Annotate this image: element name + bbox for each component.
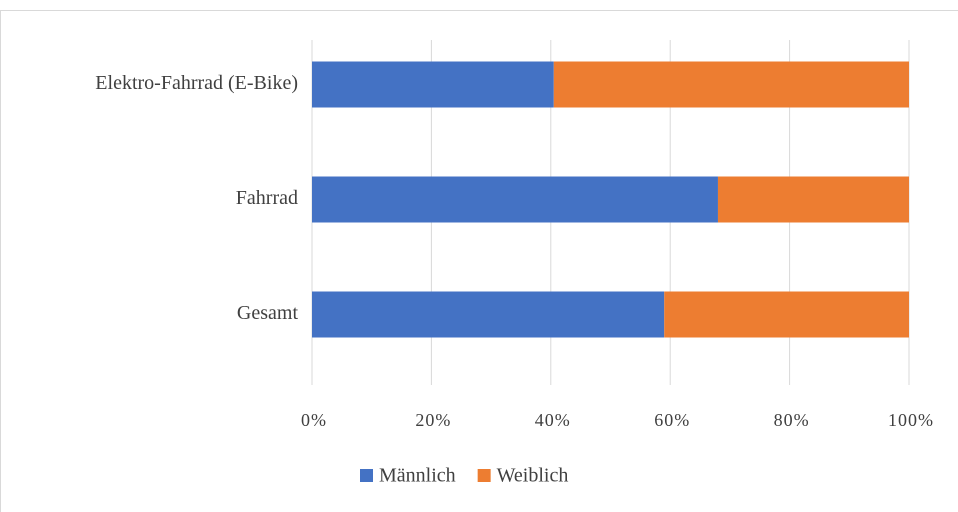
x-tick-label: 100% xyxy=(888,410,934,430)
x-tick-label: 60% xyxy=(654,410,690,430)
bar-segment xyxy=(717,176,909,223)
bar-segment xyxy=(553,61,909,108)
legend-swatch xyxy=(360,469,373,482)
chart-border xyxy=(0,10,958,512)
legend-label: Weiblich xyxy=(497,465,569,487)
y-tick-label: Fahrrad xyxy=(236,187,298,209)
bar-segment xyxy=(312,61,554,108)
x-tick-label: 0% xyxy=(301,410,327,430)
y-tick-label: Gesamt xyxy=(237,302,299,324)
bar-segment xyxy=(312,176,718,223)
bar-segment xyxy=(664,291,909,338)
x-tick-label: 20% xyxy=(415,410,451,430)
legend-label: Männlich xyxy=(379,465,456,487)
y-tick-label: Elektro-Fahrrad (E-Bike) xyxy=(95,72,298,94)
x-tick-label: 80% xyxy=(774,410,810,430)
bar-segment xyxy=(312,291,665,338)
legend-swatch xyxy=(477,469,491,482)
x-tick-label: 40% xyxy=(535,410,571,430)
